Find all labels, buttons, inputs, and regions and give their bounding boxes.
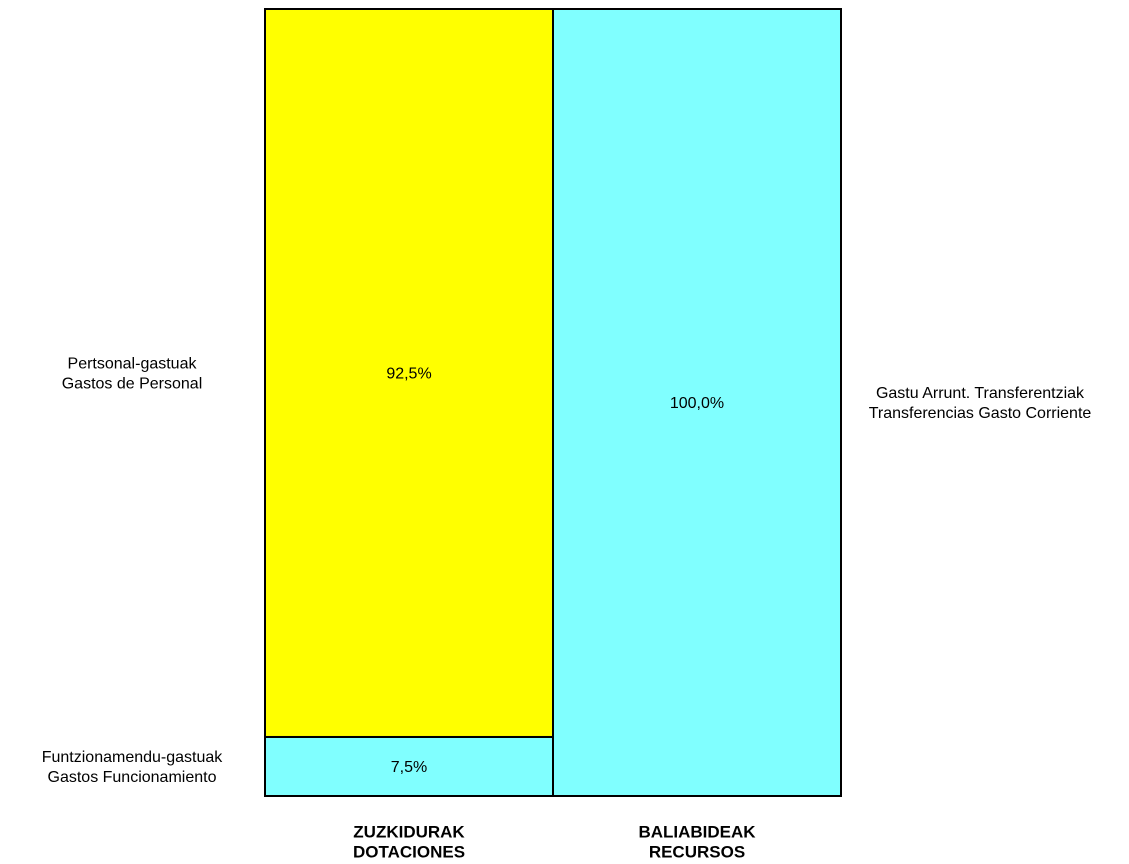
zuzkidurak-column-label: ZUZKIDURAK DOTACIONES: [353, 823, 465, 862]
zuzkidurak-segment-pertsonal-gastuak-value-label: 92,5%: [386, 365, 431, 382]
zuzkidurak-segment-pertsonal-gastuak-bar: [264, 8, 554, 738]
baliabideak-column-label: BALIABIDEAK RECURSOS: [638, 823, 756, 862]
zuzkidurak-segment-funtzionamendu-gastuak-bar: [264, 735, 554, 797]
baliabideak-segment-gastu-arrunt-transferentziak-value-label: 100,0%: [670, 395, 724, 412]
zuzkidurak-column-label-line-1: ZUZKIDURAK: [353, 823, 465, 842]
baliabideak-column-label-line-2: RECURSOS: [649, 843, 745, 862]
zuzkidurak-segment-funtzionamendu-gastuak-label-line-2: Gastos Funcionamiento: [48, 769, 217, 786]
zuzkidurak-segment-funtzionamendu-gastuak-label-line-1: Funtzionamendu-gastuak: [42, 749, 224, 766]
baliabideak-column-label-line-1: BALIABIDEAK: [638, 823, 756, 842]
zuzkidurak-segment-pertsonal-gastuak-label-line-2: Gastos de Personal: [62, 375, 203, 392]
zuzkidurak-segment-pertsonal-gastuak-label: Pertsonal-gastuak Gastos de Personal: [62, 355, 203, 392]
baliabideak-segment-gastu-arrunt-transferentziak-label-line-2: Transferencias Gasto Corriente: [869, 405, 1092, 422]
baliabideak-segment-gastu-arrunt-transferentziak-label-line-1: Gastu Arrunt. Transferentziak: [876, 385, 1085, 402]
baliabideak-segment-gastu-arrunt-transferentziak-label: Gastu Arrunt. Transferentziak Transferenc…: [869, 385, 1092, 422]
zuzkidurak-segment-pertsonal-gastuak-label-line-1: Pertsonal-gastuak: [68, 355, 198, 372]
zuzkidurak-column-label-line-2: DOTACIONES: [353, 843, 465, 862]
zuzkidurak-segment-funtzionamendu-gastuak-value-label: 7,5%: [391, 759, 427, 776]
zuzkidurak-segment-funtzionamendu-gastuak-label: Funtzionamendu-gastuak Gastos Funcionamie…: [42, 749, 224, 786]
baliabideak-segment-gastu-arrunt-transferentziak-bar: [552, 8, 842, 797]
